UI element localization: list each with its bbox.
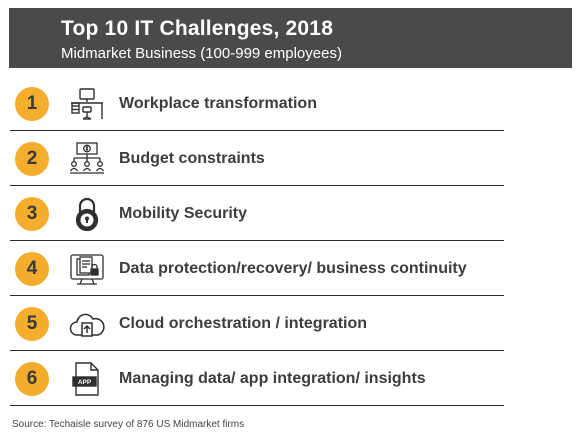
challenge-label: Workplace transformation — [119, 95, 317, 112]
workstation-icon — [68, 85, 106, 123]
page-subtitle: Midmarket Business (100-999 employees) — [61, 45, 342, 62]
page-title: Top 10 IT Challenges, 2018 — [61, 17, 334, 40]
rank-badge: 3 — [15, 197, 49, 231]
rank-badge: 4 — [15, 252, 49, 286]
list-item: 5 Cloud orchestration / integration — [10, 296, 504, 351]
document-lock-icon — [68, 250, 106, 288]
list-item: 2 Budget constraints — [10, 131, 504, 186]
padlock-icon — [68, 195, 106, 233]
list-item: 1 Workplace transformation — [10, 76, 504, 131]
challenge-label: Budget constraints — [119, 150, 265, 167]
rank-badge: 1 — [15, 87, 49, 121]
list-item: 6 APP Managing data/ app integration/ in… — [10, 351, 504, 406]
challenge-label: Mobility Security — [119, 205, 248, 222]
header-banner: Top 10 IT Challenges, 2018 Midmarket Bus… — [9, 8, 572, 68]
challenge-list: 1 Workplace transformation 2 — [10, 76, 504, 406]
challenge-label: Data protection/recovery/ business conti… — [119, 260, 467, 277]
rank-badge: 6 — [15, 362, 49, 396]
rank-badge: 5 — [15, 307, 49, 341]
challenge-label: Cloud orchestration / integration — [119, 315, 368, 332]
app-file-icon: APP — [68, 360, 106, 398]
cloud-upload-icon — [68, 305, 106, 343]
list-item: 3 Mobility Security — [10, 186, 504, 241]
budget-hierarchy-icon — [68, 140, 106, 178]
rank-badge: 2 — [15, 142, 49, 176]
app-icon-text: APP — [78, 379, 92, 386]
challenge-label: Managing data/ app integration/ insights — [119, 370, 426, 387]
list-item: 4 Data protection/recovery/ business con… — [10, 241, 504, 296]
source-note: Source: Techaisle survey of 876 US Midma… — [12, 419, 245, 430]
